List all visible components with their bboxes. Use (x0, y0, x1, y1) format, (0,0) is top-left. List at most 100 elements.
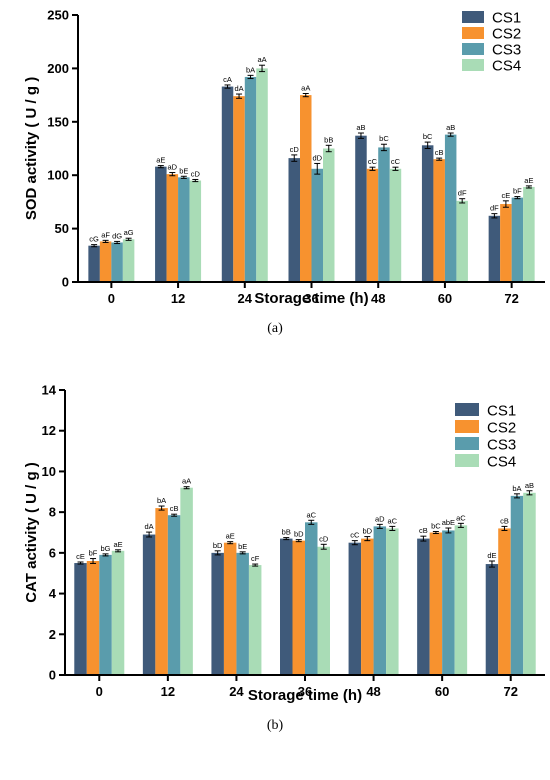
data-label: bE (238, 542, 247, 551)
data-label: cG (89, 235, 99, 244)
data-label: bA (246, 65, 255, 74)
data-label: dE (487, 551, 496, 560)
bar-CS4-12 (180, 487, 193, 675)
data-label: aG (124, 228, 134, 237)
y-tick-label: 8 (49, 505, 56, 520)
bar-CS1-48 (355, 135, 367, 282)
data-label: abE (442, 518, 455, 527)
data-label: bB (282, 528, 291, 537)
bar-CS4-12 (189, 180, 202, 282)
bar-CS4-24 (248, 565, 262, 675)
bar-CS3-12 (167, 515, 181, 675)
y-tick-label: 100 (47, 168, 69, 183)
legend-swatch-CS4 (462, 59, 484, 71)
bar-CS1-12 (155, 166, 167, 282)
legend-label: CS1 (487, 403, 516, 420)
x-tick-label: 12 (171, 291, 185, 306)
bar-CS1-48 (348, 542, 362, 675)
data-label: bD (294, 530, 304, 539)
bar-CS1-36 (280, 538, 293, 675)
bar-CS4-60 (456, 200, 468, 282)
data-label: cB (500, 516, 509, 525)
data-label: bF (513, 187, 522, 196)
bar-CS2-12 (155, 508, 168, 675)
bar-CS3-72 (511, 197, 524, 282)
bar-CS2-0 (86, 561, 100, 675)
data-label: cA (223, 75, 232, 84)
data-label: dF (490, 204, 499, 213)
bar-CS4-48 (389, 168, 402, 282)
y-tick-label: 6 (49, 545, 56, 560)
data-label: cC (368, 157, 378, 166)
x-tick-label: 48 (366, 684, 380, 699)
data-label: dF (458, 189, 467, 198)
y-tick-label: 250 (47, 8, 69, 23)
bar-CS1-24 (211, 552, 224, 675)
y-tick-label: 14 (42, 383, 57, 398)
panel-caption: (a) (267, 321, 283, 336)
y-tick-label: 200 (47, 61, 69, 76)
data-label: aC (388, 516, 398, 525)
data-label: aA (182, 477, 191, 486)
x-tick-label: 48 (371, 291, 385, 306)
bar-CS3-24 (236, 552, 249, 675)
legend-label: CS4 (492, 58, 521, 75)
bar-CS1-60 (417, 538, 430, 675)
y-axis-title: CAT activity ( U / g ) (23, 462, 40, 603)
x-tick-label: 36 (298, 684, 312, 699)
bar-CS1-72 (488, 215, 501, 282)
bar-CS4-60 (454, 525, 468, 675)
data-label: cB (419, 526, 428, 535)
x-tick-label: 0 (96, 684, 103, 699)
x-axis-title: Storage time (h) (248, 687, 362, 704)
data-label: bE (179, 166, 188, 175)
data-label: aE (113, 540, 122, 549)
legend-swatch-CS1 (455, 403, 479, 416)
bar-CS2-60 (429, 532, 443, 675)
x-tick-label: 24 (229, 684, 244, 699)
data-label: bD (213, 541, 223, 550)
bar-CS3-36 (305, 522, 318, 675)
bar-CS4-36 (317, 546, 330, 675)
data-label: bB (324, 135, 333, 144)
bar-CS3-36 (311, 168, 323, 282)
bar-CS2-24 (233, 96, 245, 282)
x-tick-label: 36 (304, 291, 318, 306)
bar-CS4-36 (323, 148, 335, 282)
bar-CS2-24 (223, 542, 237, 675)
bar-CS3-48 (378, 147, 390, 282)
data-label: aB (446, 123, 455, 132)
bar-CS2-12 (166, 174, 179, 282)
data-label: bC (431, 521, 441, 530)
data-label: aC (306, 510, 316, 519)
bar-CS3-72 (510, 495, 524, 675)
bar-CS1-60 (421, 145, 434, 282)
legend-swatch-CS4 (455, 454, 479, 467)
data-label: dG (112, 231, 122, 240)
bar-CS4-0 (122, 239, 135, 282)
data-label: aF (101, 230, 110, 239)
data-label: bD (363, 527, 373, 536)
bar-CS2-72 (500, 204, 512, 282)
data-label: aB (356, 123, 365, 132)
y-tick-label: 50 (55, 221, 69, 236)
legend-swatch-CS3 (455, 437, 479, 450)
bar-CS2-60 (433, 159, 445, 282)
data-label: cC (350, 531, 360, 540)
bar-CS4-48 (386, 528, 399, 675)
data-label: bC (423, 132, 433, 141)
legend-swatch-CS2 (462, 27, 484, 39)
bar-CS2-48 (361, 538, 374, 675)
x-tick-label: 72 (504, 291, 518, 306)
data-label: aB (525, 481, 534, 490)
bar-CS2-36 (292, 540, 305, 675)
bar-CS3-60 (444, 134, 457, 282)
legend-label: CS4 (487, 454, 516, 471)
bar-CS3-48 (373, 526, 387, 675)
y-tick-label: 150 (47, 114, 69, 129)
x-axis-title: Storage time (h) (254, 290, 368, 307)
data-label: cB (435, 148, 444, 157)
